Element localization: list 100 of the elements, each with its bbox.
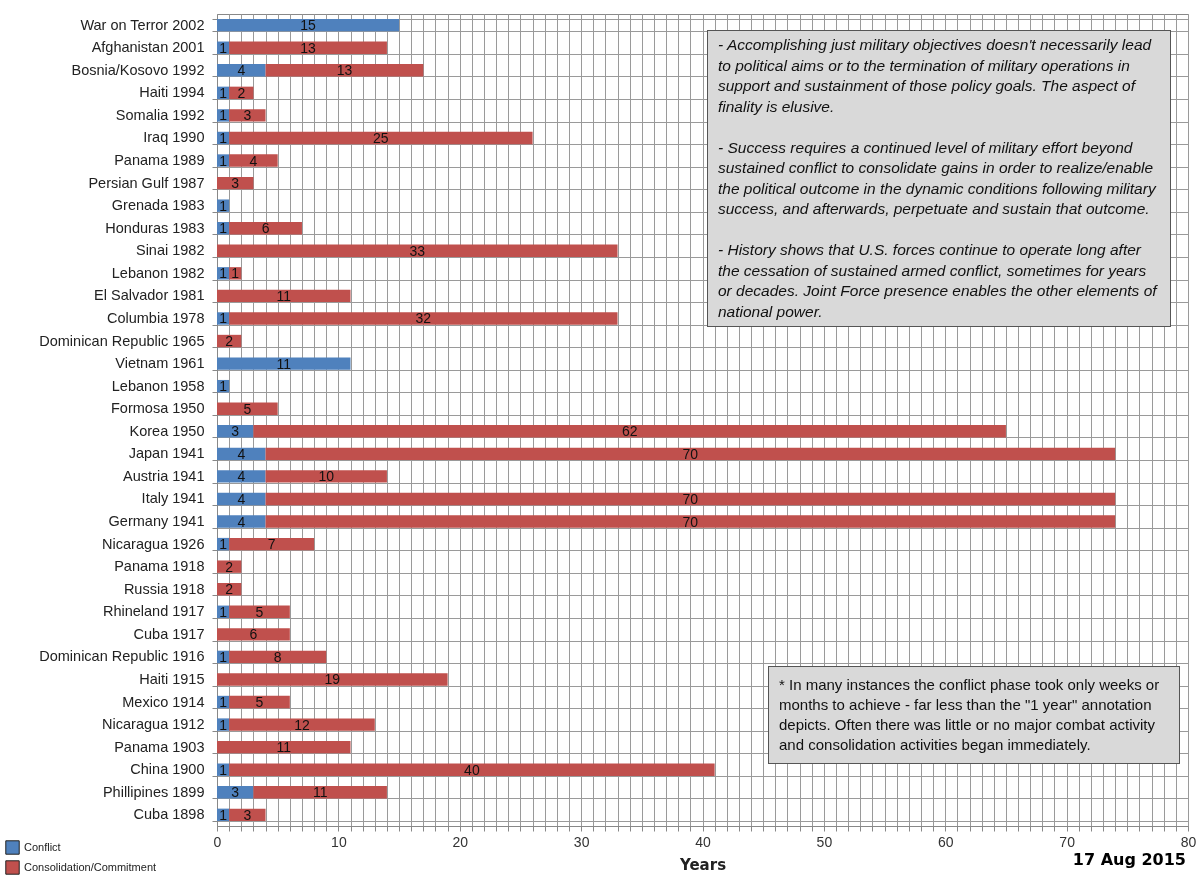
- bar: [217, 289, 351, 303]
- y-tick-label: Germany 1941: [108, 513, 205, 530]
- y-tick-label: Phillipines 1899: [102, 783, 205, 800]
- x-tick-label: 80: [1180, 833, 1197, 850]
- text: - Accomplishing just military objectives doesn't necessarily lead to political aims or to the termination of military operations in support and sustainment of those policy goals. The aspect of finality is elusive. - Success requires a continued level of military effort beyond sustained conflict to consolidate gains in order to realize/enable the political outcome in the dynamic conditions following military success, and afterwards, perpetuate and sustain that outcome. - History shows that U.S. forces continue to operate long after the cessation of sustained armed conflict, sometimes for years or decades. Joint Force presence enables the other elements of national power.: [718, 36, 1157, 320]
- data-label: 1: [219, 220, 228, 237]
- data-label: 1: [219, 39, 228, 56]
- data-label: 32: [415, 310, 432, 327]
- y-tick-label: Rhineland 1917: [102, 603, 205, 620]
- y-tick-label: Haiti 1915: [139, 670, 205, 687]
- data-label: 1: [219, 694, 228, 711]
- data-label: 12: [294, 716, 310, 733]
- data-label: 4: [237, 490, 246, 507]
- data-label: 2: [225, 581, 234, 598]
- y-tick-label: Cuba 1898: [133, 806, 205, 823]
- data-label: 70: [682, 445, 699, 462]
- bar: [265, 64, 424, 77]
- y-tick-label: Dominican Republic 1916: [39, 648, 205, 665]
- data-label: 13: [336, 62, 353, 79]
- data-label: 1: [219, 806, 228, 823]
- data-label: 1: [219, 197, 228, 214]
- data-label: 33: [409, 242, 426, 259]
- bar: [229, 695, 290, 709]
- data-label: 4: [237, 445, 246, 462]
- data-label: 1: [219, 716, 228, 733]
- y-tick-label: Austria 1941: [123, 467, 205, 484]
- data-label: 3: [243, 806, 252, 823]
- y-tick-label: Afghanistan 2001: [91, 39, 205, 56]
- data-label: 3: [231, 784, 240, 801]
- bar: [265, 447, 1116, 461]
- y-tick-label: Mexico 1914: [122, 693, 205, 710]
- bar: [229, 605, 290, 618]
- bar: [217, 402, 278, 415]
- data-label: 11: [276, 355, 292, 372]
- data-label: 8: [273, 648, 282, 665]
- data-label: 1: [219, 603, 228, 620]
- data-label: 6: [249, 626, 258, 643]
- data-label: 1: [219, 107, 228, 124]
- data-label: 7: [267, 536, 276, 553]
- legend-label: Conflict: [24, 840, 61, 853]
- data-label: 4: [237, 468, 246, 485]
- bar: [265, 515, 1116, 528]
- y-tick-label: War on Terror 2002: [80, 16, 205, 33]
- data-label: 2: [237, 84, 246, 101]
- bar: [229, 650, 327, 664]
- y-tick-label: Panama 1903: [114, 738, 205, 755]
- bar: [217, 64, 266, 77]
- data-label: 40: [464, 761, 480, 778]
- data-label: 62: [621, 423, 638, 440]
- y-tick-label: Haiti 1994: [139, 84, 205, 101]
- bar: [229, 222, 302, 235]
- y-tick-label: Lebanon 1982: [111, 264, 205, 281]
- bar: [217, 244, 618, 257]
- data-label: 1: [219, 265, 228, 282]
- data-label: 3: [231, 423, 240, 440]
- x-tick-label: 50: [816, 833, 833, 850]
- annotation: * In many instances the conflict phase took only weeks or months to achieve - far less than the "1 year" annotation depicts. Often there was little or no major combat activity and consolidation activities began immediately.: [768, 666, 1180, 764]
- y-tick-label: Honduras 1983: [105, 219, 205, 236]
- data-label: 10: [318, 468, 335, 485]
- data-label: 11: [276, 287, 292, 304]
- bar: [217, 628, 290, 641]
- x-tick-label: 20: [452, 833, 469, 850]
- y-tick-label: Russia 1918: [123, 580, 205, 597]
- y-tick-label: El Salvador 1981: [94, 287, 205, 304]
- data-label: 11: [312, 784, 328, 801]
- bar: [217, 515, 266, 528]
- y-tick-label: Formosa 1950: [111, 400, 205, 417]
- y-tick-label: Vietnam 1961: [115, 355, 205, 372]
- data-label: 70: [682, 490, 699, 507]
- y-tick-label: Japan 1941: [128, 445, 205, 462]
- data-label: 1: [219, 84, 228, 101]
- y-tick-label: Cuba 1917: [133, 625, 205, 642]
- data-label: 25: [373, 129, 389, 146]
- data-label: 1: [219, 761, 228, 778]
- data-label: 3: [231, 175, 240, 192]
- bar: [217, 357, 351, 370]
- bar: [265, 492, 1116, 506]
- y-tick-label: Nicaragua 1926: [102, 535, 205, 552]
- bar: [229, 41, 387, 54]
- bar: [229, 312, 618, 325]
- data-label: 70: [682, 513, 699, 530]
- bar: [217, 18, 400, 32]
- y-tick-label: Columbia 1978: [106, 309, 205, 326]
- x-tick-label: 0: [213, 833, 222, 850]
- legend-label: Consolidation/Commitment: [24, 860, 157, 873]
- bar: [229, 109, 266, 122]
- bar: [217, 470, 266, 483]
- data-label: 15: [300, 17, 317, 34]
- y-tick-label: Dominican Republic 1965: [39, 332, 205, 349]
- bar: [229, 537, 315, 551]
- data-label: 6: [261, 220, 270, 237]
- bar: [217, 673, 448, 686]
- x-tick-label: 70: [1059, 833, 1076, 850]
- data-label: 1: [219, 536, 228, 553]
- bar: [253, 786, 387, 799]
- data-label: 5: [243, 400, 252, 417]
- y-tick-label: Grenada 1983: [111, 197, 205, 214]
- y-tick-label: Persian Gulf 1987: [88, 174, 205, 191]
- data-label: 13: [300, 39, 317, 56]
- x-tick-label: 60: [937, 833, 954, 850]
